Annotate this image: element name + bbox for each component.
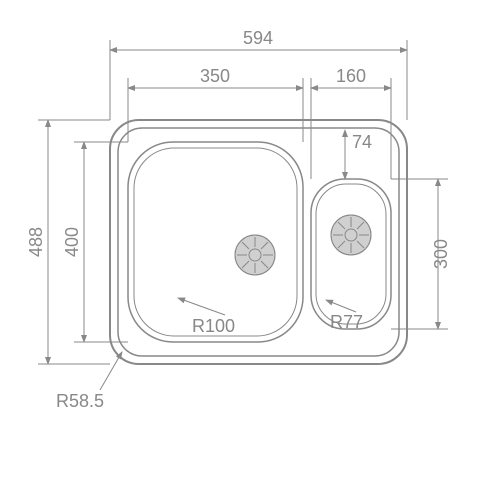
dim-main-width: 350 bbox=[200, 66, 230, 86]
sink-dimension-drawing: 594 350 160 74 488 400 300 R100 R77 R58.… bbox=[0, 0, 500, 500]
main-bowl-inner bbox=[134, 148, 297, 336]
radius-small-bowl: R77 bbox=[330, 312, 363, 332]
dim-small-top-offset: 74 bbox=[352, 132, 372, 152]
radius-main-bowl: R100 bbox=[192, 316, 235, 336]
dim-small-width: 160 bbox=[336, 66, 366, 86]
small-drain-icon bbox=[331, 215, 371, 255]
main-drain-icon bbox=[235, 235, 275, 275]
dim-small-height: 300 bbox=[431, 239, 451, 269]
dim-overall-height: 488 bbox=[26, 227, 46, 257]
dim-overall-width: 594 bbox=[243, 28, 273, 48]
radius-outer: R58.5 bbox=[56, 391, 104, 411]
dim-main-height: 400 bbox=[62, 227, 82, 257]
